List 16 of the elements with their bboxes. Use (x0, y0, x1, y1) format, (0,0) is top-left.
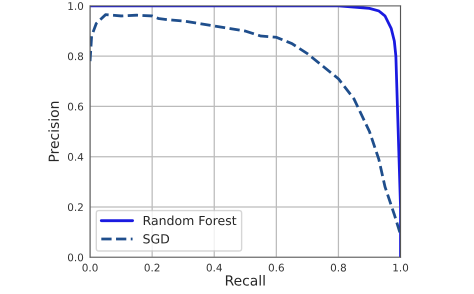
x-tick-label: 0.2 (144, 264, 160, 272)
y-tick-label: 1.0 (68, 2, 84, 10)
y-axis-title: Precision (48, 102, 59, 162)
y-tick-label: 0.4 (68, 152, 84, 161)
x-tick-label: 0.0 (82, 264, 98, 272)
y-tick-label: 0.6 (68, 102, 84, 111)
x-axis-title: Recall (226, 274, 265, 286)
x-tick-label: 0.6 (268, 264, 284, 272)
x-tick-label: 1.0 (393, 264, 408, 272)
x-tick-label: 0.8 (330, 264, 346, 272)
y-tick-label: 0.2 (68, 203, 83, 212)
legend-label: SGD (143, 234, 170, 244)
y-tick-label: 0.8 (68, 52, 84, 60)
x-tick-label: 0.4 (206, 264, 222, 272)
legend-label: Random Forest (144, 216, 236, 226)
y-tick-label: 0.0 (68, 253, 84, 262)
